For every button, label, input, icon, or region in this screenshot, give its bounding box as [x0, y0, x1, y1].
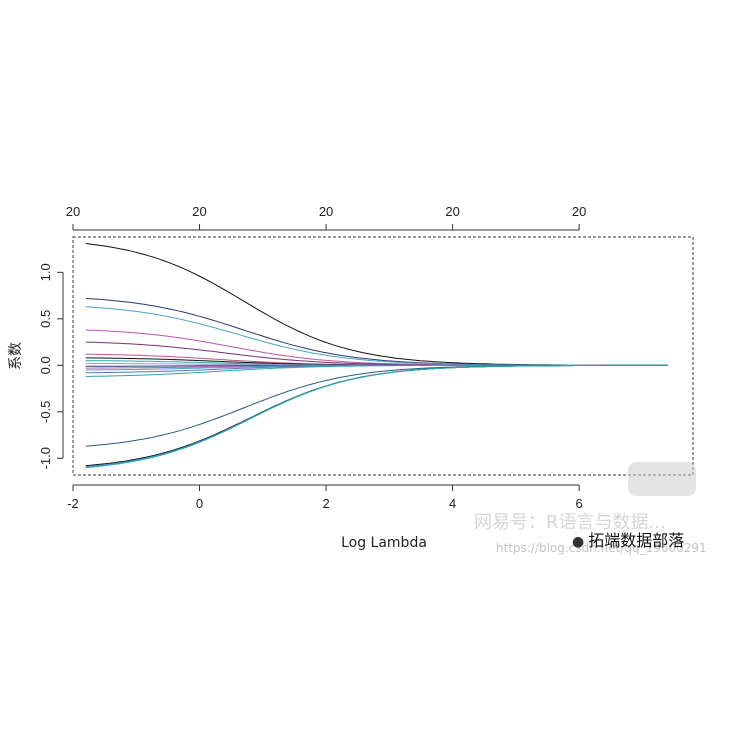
x-tick-label: -2: [67, 496, 79, 511]
x-axis-label: Log Lambda: [341, 535, 427, 551]
watermark-url-text: https://blog.csdn.net/qq_19600291: [496, 541, 707, 555]
y-tick-label: -1.0: [38, 447, 53, 469]
wechat-icon: ●: [572, 534, 585, 550]
series-layer: [85, 243, 668, 469]
x-tick-label: 6: [576, 496, 583, 511]
top-tick-label: 20: [445, 204, 459, 219]
top-tick-label: 20: [66, 204, 80, 219]
x-tick-label: 2: [322, 496, 329, 511]
series-line-18: [85, 364, 668, 469]
axes-layer: -2 0 2 4 6 20 20 20 20 20 -1.0 -0.5 0.0 0.5 1.0: [38, 204, 586, 511]
series-line-15: [85, 364, 668, 447]
y-tick-label: -0.5: [38, 401, 53, 423]
y-tick-label: 0.5: [38, 310, 53, 328]
x-tick-label: 0: [196, 496, 203, 511]
y-tick-label: 1.0: [38, 263, 53, 281]
top-tick-label: 20: [319, 204, 333, 219]
x-tick-label: 4: [449, 496, 456, 511]
watermark-source-text: 网易号：R语言与数据...: [474, 512, 666, 533]
top-tick-label: 20: [572, 204, 586, 219]
watermark-brand: ● 拓端数据部落: [572, 527, 684, 551]
watermark-brand-text: 拓端数据部落: [588, 531, 685, 550]
plot-frame: [72, 236, 694, 476]
watermark-logo-box: [628, 462, 696, 496]
top-tick-label: 20: [192, 204, 206, 219]
y-axis-label: 系数: [8, 342, 24, 370]
y-tick-label: 0.0: [38, 356, 53, 374]
